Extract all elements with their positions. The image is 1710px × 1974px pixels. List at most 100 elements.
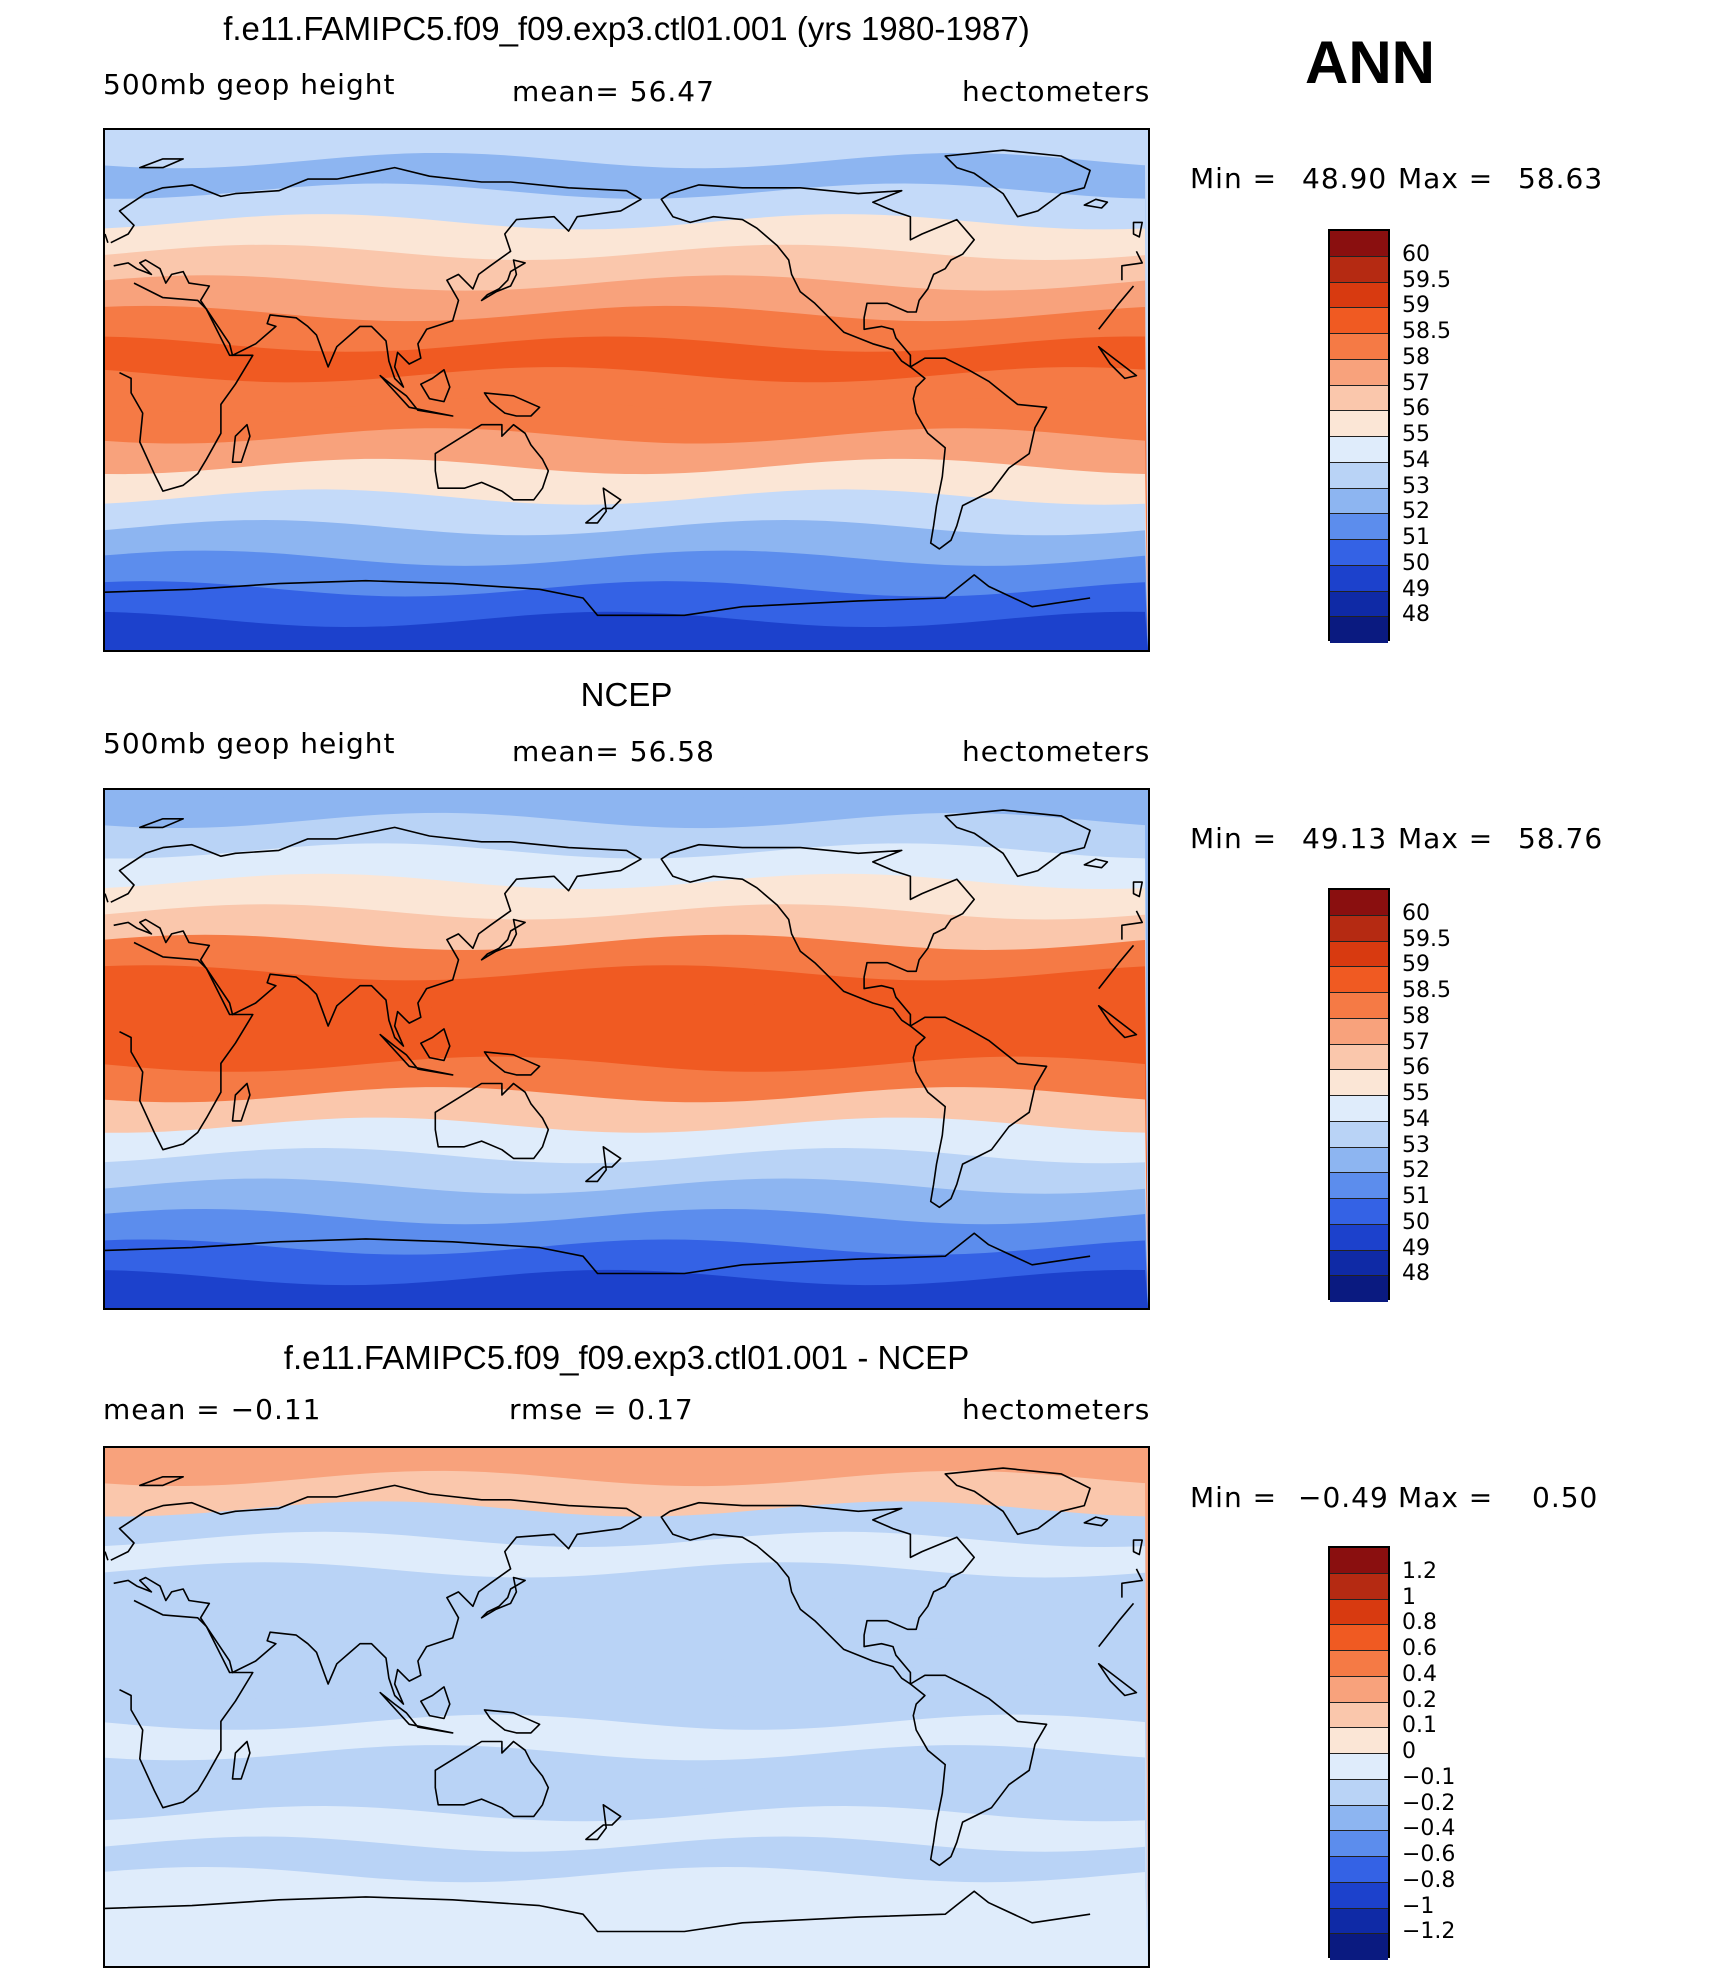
coastline-northAmerica (660, 843, 975, 1027)
colorbar-swatch (1330, 437, 1388, 463)
colorbar-label: 49 (1402, 1235, 1430, 1261)
colorbar-swatch (1330, 1831, 1388, 1857)
colorbar-label: 1 (1402, 1584, 1416, 1610)
panel-3-max-label: Max = (1398, 1481, 1494, 1514)
panel-2-mean: mean= 56.58 (512, 735, 715, 768)
panel-2-title: NCEP (580, 676, 673, 713)
panel-1-max-label: Max = (1398, 162, 1494, 195)
colorbar-swatch (1330, 565, 1388, 592)
coastline-greenland (944, 149, 1091, 218)
panel-3-units: hectometers (962, 1393, 1151, 1426)
coastline-svalbard (139, 158, 184, 169)
colorbar-label: 1.2 (1402, 1558, 1437, 1584)
panel-2-map (103, 788, 1150, 1310)
coastline-newguinea (483, 1709, 541, 1734)
coastline-antarctica (105, 574, 1091, 617)
panel-1-map-svg (105, 130, 1148, 650)
colorbar-label: −0.2 (1402, 1790, 1456, 1816)
colorbar-swatch (1330, 1651, 1388, 1677)
colorbar-swatch (1330, 1728, 1388, 1754)
colorbar-label: 56 (1402, 396, 1430, 422)
colorbar-swatch (1330, 411, 1388, 437)
panel-1-min-value: 48.90 (1302, 162, 1388, 195)
panel-3-mean: mean = −0.11 (103, 1393, 322, 1426)
panel-3-max-value: 0.50 (1532, 1481, 1599, 1514)
coastline-indonesia (379, 1691, 454, 1734)
colorbar-label: 59 (1402, 293, 1430, 319)
coastline-newzealand (585, 1146, 622, 1183)
colorbar-label: −1 (1402, 1893, 1435, 1919)
colorbar-label: 58.5 (1402, 978, 1451, 1003)
coastline-borneo (420, 1686, 451, 1720)
colorbar-swatch (1330, 941, 1388, 968)
colorbar-label: 0.8 (1402, 1610, 1437, 1636)
colorbar-label: 55 (1402, 1081, 1430, 1106)
colorbar-label: 0.2 (1402, 1687, 1437, 1713)
colorbar-swatch (1330, 231, 1388, 257)
colorbar-swatch (1330, 1573, 1388, 1600)
coastline-iceland (1083, 1516, 1109, 1527)
colorbar-label: −0.1 (1402, 1764, 1456, 1790)
coastline-japan (480, 1576, 526, 1619)
colorbar-label: −0.8 (1402, 1867, 1456, 1893)
colorbar-label: 51 (1402, 1184, 1430, 1209)
coastline-southAmerica (909, 357, 1048, 550)
colorbar-swatch (1330, 1908, 1388, 1935)
colorbar-label: 59 (1402, 952, 1430, 978)
panel-3-colorbar (1328, 1546, 1390, 1960)
panel-3-min-label: Min = (1190, 1481, 1278, 1514)
colorbar-swatch (1330, 462, 1388, 489)
colorbar-swatch (1330, 915, 1388, 942)
colorbar-label: 60 (1402, 241, 1430, 267)
coastline-southAmerica (909, 1674, 1048, 1867)
colorbar-swatch (1330, 993, 1388, 1019)
colorbar-swatch (1330, 1147, 1388, 1174)
colorbar-swatch (1330, 591, 1388, 618)
colorbar-label: 51 (1402, 525, 1430, 550)
colorbar-label: 58.5 (1402, 319, 1451, 344)
colorbar-label: 52 (1402, 499, 1430, 525)
panel-3-map-svg (105, 1448, 1148, 1966)
colorbar-swatch (1330, 282, 1388, 309)
coastline-uk (105, 881, 1143, 903)
colorbar-swatch (1330, 488, 1388, 515)
colorbar-label: 50 (1402, 1209, 1430, 1235)
colorbar-label: 58 (1402, 1003, 1430, 1029)
colorbar-label: 52 (1402, 1158, 1430, 1184)
colorbar-label: 57 (1402, 370, 1430, 396)
colorbar-label: 53 (1402, 473, 1430, 499)
panel-1-min-label: Min = (1190, 162, 1278, 195)
colorbar-label: 54 (1402, 447, 1430, 473)
coastline-southAmerica (909, 1016, 1048, 1209)
panel-2-max-value: 58.76 (1518, 822, 1604, 855)
colorbar-swatch (1330, 1070, 1388, 1096)
colorbar-swatch (1330, 1548, 1388, 1574)
panel-1-variable: 500mb geop height (103, 68, 396, 101)
colorbar-swatch (1330, 1934, 1388, 1960)
panel-2-map-svg (105, 790, 1148, 1308)
colorbar-swatch (1330, 1702, 1388, 1729)
coastline-borneo (420, 369, 451, 403)
colorbar-swatch (1330, 967, 1388, 993)
coastline-indonesia (379, 1033, 454, 1076)
colorbar-swatch (1330, 385, 1388, 412)
panel-1-map (103, 128, 1150, 652)
coastline-northAmerica (660, 1501, 975, 1685)
coastline-newguinea (483, 392, 541, 417)
coastline-indonesia (379, 374, 454, 417)
colorbar-swatch (1330, 1754, 1388, 1780)
coastline-newzealand (585, 487, 622, 524)
colorbar-label: 54 (1402, 1106, 1430, 1132)
colorbar-swatch (1330, 1250, 1388, 1277)
colorbar-label: 0 (1402, 1739, 1416, 1764)
colorbar-label: 0.1 (1402, 1713, 1437, 1739)
panel-2-min-value: 49.13 (1302, 822, 1388, 855)
panel-1-units: hectometers (962, 75, 1151, 108)
panel-2-units: hectometers (962, 735, 1151, 768)
colorbar-label: 0.4 (1402, 1661, 1437, 1687)
colorbar-label: 50 (1402, 550, 1430, 576)
coastline-japan (480, 918, 526, 961)
colorbar-swatch (1330, 1199, 1388, 1225)
colorbar-swatch (1330, 540, 1388, 566)
colorbar-swatch (1330, 359, 1388, 386)
